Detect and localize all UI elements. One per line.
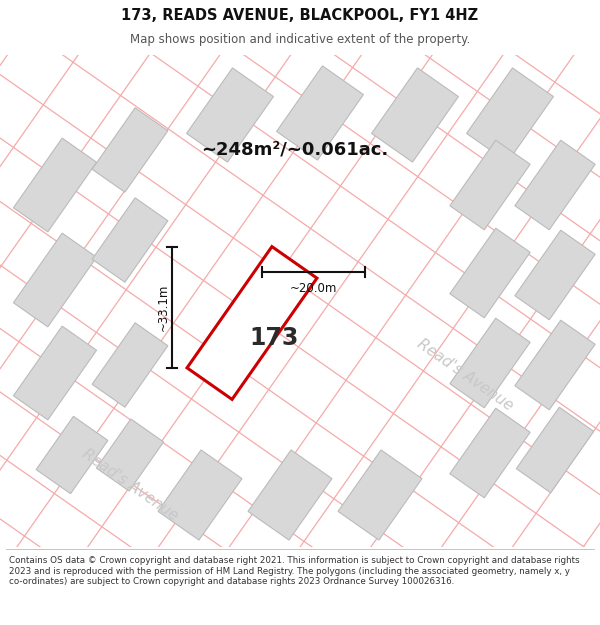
Polygon shape (97, 419, 164, 491)
Text: Map shows position and indicative extent of the property.: Map shows position and indicative extent… (130, 33, 470, 46)
Polygon shape (338, 450, 422, 540)
Polygon shape (92, 322, 168, 408)
Polygon shape (515, 320, 595, 410)
Polygon shape (13, 233, 97, 327)
Polygon shape (450, 318, 530, 408)
Polygon shape (158, 450, 242, 540)
Polygon shape (450, 228, 530, 318)
Polygon shape (187, 247, 317, 399)
Text: ~248m²/~0.061ac.: ~248m²/~0.061ac. (202, 141, 389, 159)
Text: 173, READS AVENUE, BLACKPOOL, FY1 4HZ: 173, READS AVENUE, BLACKPOOL, FY1 4HZ (121, 8, 479, 23)
Text: Contains OS data © Crown copyright and database right 2021. This information is : Contains OS data © Crown copyright and d… (9, 556, 580, 586)
Polygon shape (248, 450, 332, 540)
Text: 173: 173 (250, 326, 299, 350)
Polygon shape (450, 140, 530, 230)
Text: Read's Avenue: Read's Avenue (414, 336, 516, 414)
Polygon shape (515, 230, 595, 320)
Polygon shape (36, 416, 108, 494)
Polygon shape (467, 68, 553, 162)
Polygon shape (515, 140, 595, 230)
Polygon shape (277, 66, 364, 160)
Polygon shape (92, 107, 168, 192)
Polygon shape (516, 408, 594, 492)
Polygon shape (92, 198, 168, 282)
Polygon shape (13, 138, 97, 232)
Text: Read's Avenue: Read's Avenue (79, 446, 181, 524)
Text: ~20.0m: ~20.0m (290, 282, 337, 294)
Polygon shape (13, 326, 97, 420)
Polygon shape (450, 408, 530, 498)
Polygon shape (187, 68, 274, 162)
Polygon shape (371, 68, 458, 162)
Text: ~33.1m: ~33.1m (157, 284, 170, 331)
